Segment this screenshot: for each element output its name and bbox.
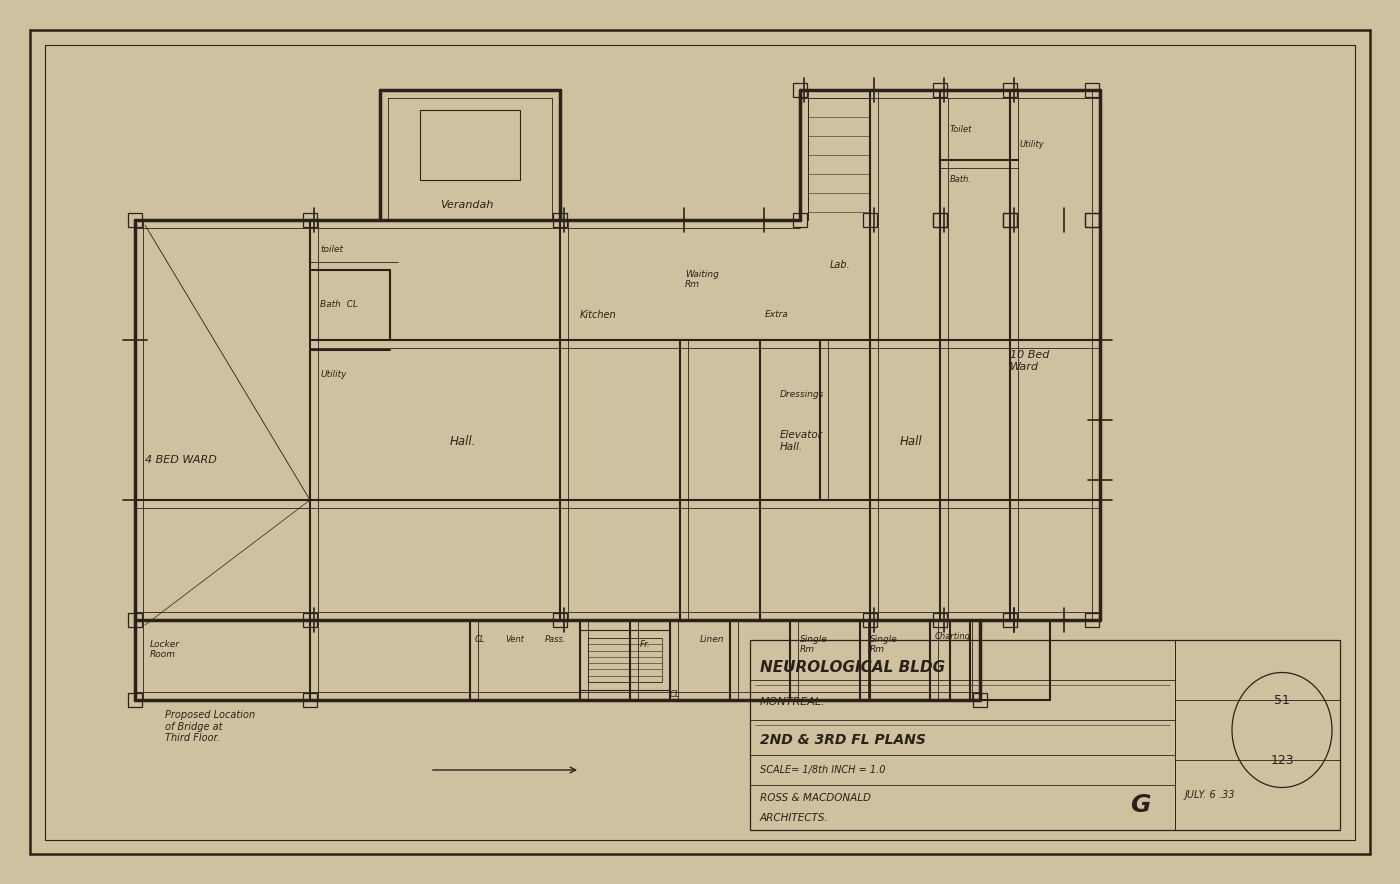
Text: 4 BED WARD: 4 BED WARD: [146, 455, 217, 465]
Bar: [580, 630, 671, 690]
Bar: [1002, 213, 1016, 227]
Text: Bath  CL: Bath CL: [321, 300, 358, 309]
Text: Locker
Room: Locker Room: [150, 640, 181, 659]
Text: Kitchen: Kitchen: [580, 310, 616, 320]
Bar: [862, 613, 876, 627]
Text: Toilet: Toilet: [951, 125, 973, 134]
Text: Dressings: Dressings: [780, 390, 825, 399]
Text: Lab.: Lab.: [830, 260, 851, 270]
Text: NEUROLOGICAL BLDG: NEUROLOGICAL BLDG: [760, 660, 945, 675]
Bar: [1002, 613, 1016, 627]
Bar: [862, 213, 876, 227]
Bar: [932, 613, 946, 627]
Text: Verandah: Verandah: [440, 200, 493, 210]
Text: 123: 123: [1270, 753, 1294, 766]
Text: Pass.: Pass.: [545, 635, 567, 644]
Text: 10 Bed
Ward: 10 Bed Ward: [1009, 350, 1050, 371]
Bar: [553, 213, 567, 227]
Bar: [1002, 83, 1016, 97]
Bar: [420, 110, 519, 180]
Bar: [932, 213, 946, 227]
Bar: [302, 213, 316, 227]
Text: ROSS & MACDONALD: ROSS & MACDONALD: [760, 793, 871, 803]
Text: Linen: Linen: [700, 635, 725, 644]
Bar: [1085, 213, 1099, 227]
Bar: [792, 83, 806, 97]
Text: SCALE= 1/8th INCH = 1.0: SCALE= 1/8th INCH = 1.0: [760, 765, 885, 775]
Text: 2ND & 3RD FL PLANS: 2ND & 3RD FL PLANS: [760, 733, 925, 747]
Bar: [127, 213, 141, 227]
Text: Proposed Location
of Bridge at
Third Floor.: Proposed Location of Bridge at Third Flo…: [165, 710, 255, 743]
Bar: [1085, 213, 1099, 227]
Text: Hall: Hall: [900, 435, 923, 448]
Bar: [1002, 213, 1016, 227]
Text: Waiting
Rm: Waiting Rm: [685, 270, 718, 289]
Text: CL: CL: [475, 635, 486, 644]
Bar: [932, 83, 946, 97]
Bar: [1085, 613, 1099, 627]
Text: Charting: Charting: [935, 632, 972, 641]
Text: toilet: toilet: [321, 245, 343, 254]
Text: Vent: Vent: [505, 635, 524, 644]
Text: Fr.: Fr.: [640, 640, 651, 649]
Text: Single
Rm: Single Rm: [799, 635, 827, 654]
Text: JULY. 6 .33: JULY. 6 .33: [1184, 790, 1235, 800]
Text: 51: 51: [1274, 694, 1289, 706]
Bar: [553, 613, 567, 627]
Bar: [750, 640, 1340, 830]
Bar: [792, 213, 806, 227]
Text: Elevator
Hall.: Elevator Hall.: [780, 430, 823, 452]
Text: Single
Rm: Single Rm: [869, 635, 897, 654]
Bar: [973, 693, 987, 707]
Bar: [1085, 83, 1099, 97]
Text: ARCHITECTS.: ARCHITECTS.: [760, 813, 829, 823]
Bar: [302, 693, 316, 707]
Text: G: G: [1130, 793, 1151, 817]
Bar: [588, 638, 662, 682]
Text: Hall.: Hall.: [449, 435, 476, 448]
Bar: [127, 613, 141, 627]
Text: Utility: Utility: [321, 370, 347, 379]
Text: Extra: Extra: [764, 310, 788, 319]
Text: CL: CL: [671, 690, 680, 699]
Text: MONTREAL.: MONTREAL.: [760, 697, 826, 707]
Text: Utility: Utility: [1021, 140, 1044, 149]
Text: Bath.: Bath.: [951, 175, 972, 184]
Bar: [127, 693, 141, 707]
Bar: [302, 613, 316, 627]
Bar: [932, 213, 946, 227]
